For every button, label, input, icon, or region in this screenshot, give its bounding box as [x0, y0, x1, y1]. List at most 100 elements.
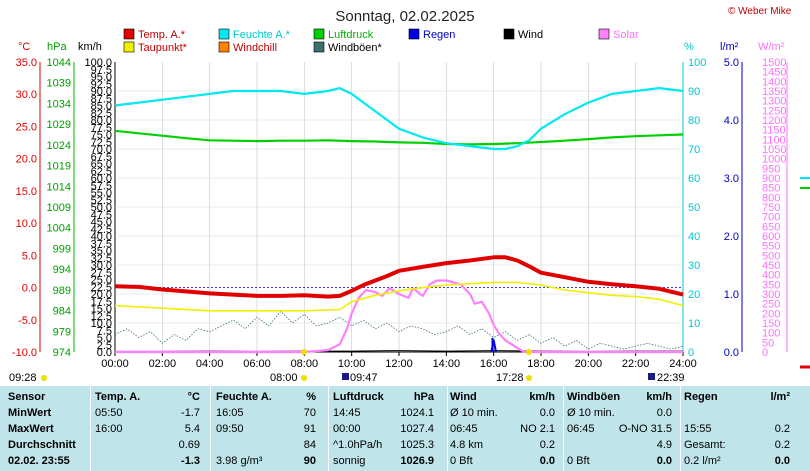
- stats-cell: 84: [303, 439, 316, 451]
- series-line-tempa: [114, 255, 684, 299]
- stats-cell: 0 Bft: [567, 455, 590, 467]
- sunrise-time: 09:47: [350, 372, 378, 384]
- legend-label: Windböen*: [328, 42, 383, 54]
- dawn-time: 08:00: [270, 372, 298, 384]
- x-tick-label: 08:00: [291, 358, 319, 370]
- press-tick-label: 989: [53, 285, 71, 297]
- solar-tick-label: 400: [762, 270, 780, 282]
- temp-tick-label: 20.0: [16, 154, 37, 166]
- wind-tick-label: 50.0: [91, 202, 112, 214]
- stats-row-label: Durchschnitt: [8, 439, 76, 451]
- solar-tick-label: 150: [762, 318, 780, 330]
- wind-tick-label: 67.5: [91, 151, 112, 163]
- press-tick-label: 1004: [47, 223, 71, 235]
- wind-tick-label: 45.0: [91, 217, 112, 229]
- stats-cell: 0.0: [656, 407, 672, 419]
- stats-cell: 4.9: [656, 439, 672, 451]
- wind-tick-label: 7.5: [97, 325, 112, 337]
- rain-tick-label: 2.0: [724, 231, 739, 243]
- stats-header: km/h: [646, 391, 672, 403]
- solar-tick-label: 450: [762, 260, 780, 272]
- wind-tick-label: 62.5: [91, 166, 112, 178]
- stats-cell: 06:45: [450, 423, 478, 435]
- sun-icon: [301, 375, 307, 381]
- wind-tick-label: 17.5: [91, 296, 112, 308]
- legend-label: Windchill: [233, 42, 277, 54]
- series-line-luftdruck: [114, 129, 684, 146]
- solar-tick-label: 1500: [762, 57, 786, 69]
- x-tick-label: 12:00: [385, 358, 413, 370]
- wind-unit: km/h: [78, 41, 102, 53]
- weather-chart: Sonntag, 02.02.2025 © Weber Mike Temp. A.*…: [9, 6, 810, 384]
- legend-label: Taupunkt*: [138, 42, 188, 54]
- wind-tick-label: 27.5: [91, 267, 112, 279]
- stats-separator: [680, 386, 681, 471]
- page-title: Sonntag, 02.02.2025: [335, 8, 474, 25]
- press-tick-label: 974: [53, 347, 71, 359]
- hum-tick-label: 10: [688, 318, 700, 330]
- series-line-windben: [114, 310, 684, 350]
- press-tick-label: 1019: [47, 161, 71, 173]
- wind-tick-label: 35.0: [91, 246, 112, 258]
- stats-cell: 91: [303, 423, 316, 435]
- sun-icon: [301, 349, 307, 355]
- wind-tick-label: 90.0: [91, 86, 112, 98]
- wind-tick-label: 70.0: [91, 144, 112, 156]
- solar-tick-label: 600: [762, 231, 780, 243]
- solar-tick-label: 950: [762, 163, 780, 175]
- stats-cell: 0.2: [539, 439, 555, 451]
- solar-tick-label: 500: [762, 250, 780, 262]
- legend-label: Luftdruck: [328, 29, 374, 41]
- temp-tick-label: 5.0: [22, 250, 37, 262]
- stats-cell: -1.3: [181, 455, 200, 467]
- legend-swatch: [313, 41, 325, 53]
- sun-icon: [526, 349, 532, 355]
- wind-tick-label: 97.5: [91, 64, 112, 76]
- stats-cell: 70: [303, 407, 316, 419]
- x-tick-label: 18:00: [527, 358, 555, 370]
- wind-tick-label: 100.0: [84, 57, 112, 69]
- solar-tick-label: 50: [762, 337, 774, 349]
- stats-cell: NO 2.1: [520, 423, 555, 435]
- stats-cell: 0.2: [774, 439, 790, 451]
- legend-swatch: [598, 28, 610, 40]
- stats-cell: 0 Bft: [450, 455, 473, 467]
- solar-tick-label: 1000: [762, 154, 786, 166]
- stats-header: Sensor: [8, 391, 46, 403]
- solar-tick-label: 1350: [762, 86, 786, 98]
- sunrise-time-left: 09:28: [9, 372, 37, 384]
- temp-tick-label: -10.0: [12, 347, 37, 359]
- wind-tick-label: 65.0: [91, 159, 112, 171]
- stats-cell: 05:50: [95, 407, 123, 419]
- solar-tick-label: 800: [762, 192, 780, 204]
- stats-cell: 15:55: [684, 423, 712, 435]
- solar-tick-label: 1300: [762, 96, 786, 108]
- press-unit: hPa: [47, 41, 67, 53]
- stats-cell: 09:50: [216, 423, 244, 435]
- stats-cell: 5.4: [184, 423, 200, 435]
- x-tick-label: 04:00: [196, 358, 224, 370]
- temp-unit: °C: [18, 41, 30, 53]
- press-tick-label: 999: [53, 243, 71, 255]
- solar-tick-label: 550: [762, 241, 780, 253]
- solar-tick-label: 750: [762, 202, 780, 214]
- temp-tick-label: 0.0: [22, 283, 37, 295]
- solar-tick-label: 1200: [762, 115, 786, 127]
- stats-cell: 16:05: [216, 407, 244, 419]
- x-tick-label: 02:00: [149, 358, 177, 370]
- stats-cell: 0.2 l/m²: [684, 455, 721, 467]
- legend-swatch: [218, 41, 230, 53]
- legend-label: Feuchte A.*: [233, 29, 291, 41]
- temp-tick-label: 15.0: [16, 186, 37, 198]
- press-tick-label: 1024: [47, 140, 71, 152]
- wind-tick-label: 25.0: [91, 275, 112, 287]
- wind-tick-label: 92.5: [91, 79, 112, 91]
- wind-tick-label: 0.0: [97, 347, 112, 359]
- stats-separator: [210, 386, 211, 471]
- solar-tick-label: 350: [762, 279, 780, 291]
- wind-tick-label: 72.5: [91, 137, 112, 149]
- stats-cell: 06:45: [567, 423, 595, 435]
- press-tick-label: 1044: [47, 57, 71, 69]
- wind-tick-label: 82.5: [91, 108, 112, 120]
- stats-cell: sonnig: [333, 455, 366, 467]
